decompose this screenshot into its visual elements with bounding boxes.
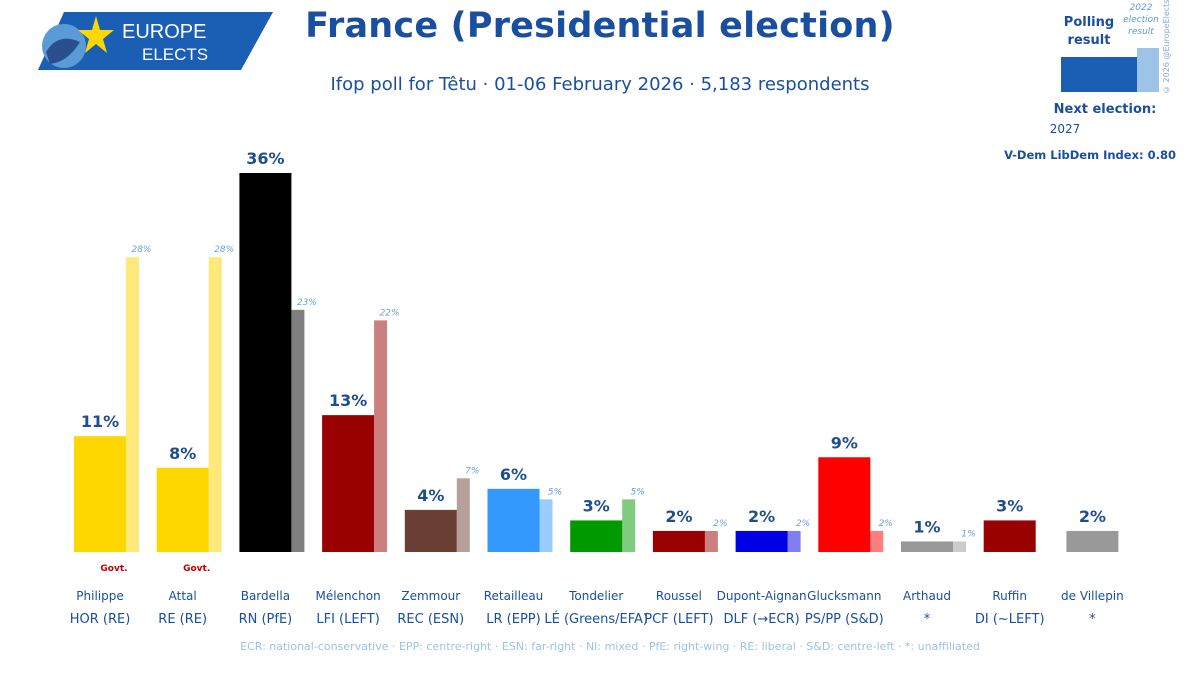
star-icon xyxy=(78,16,114,53)
prev-bar-roussel xyxy=(704,530,718,552)
prev-bar-bardella xyxy=(291,309,305,552)
prev-value-label-bardella: 23% xyxy=(297,298,317,308)
value-label-tondelier: 3% xyxy=(583,496,610,515)
candidate-party-bardella: RN (PfE) xyxy=(239,612,293,627)
value-label-attal: 8% xyxy=(169,444,196,463)
poll-bar-roussel xyxy=(652,530,705,552)
candidate-name-retailleau: Retailleau xyxy=(484,589,544,603)
value-label-dupont-aignan: 2% xyxy=(748,507,775,526)
candidate-name-dupont-aignan: Dupont-Aignan xyxy=(717,589,807,603)
candidate-name-arthaud: Arthaud xyxy=(903,589,951,603)
prev-bar-zemmour xyxy=(456,478,470,552)
legend-result-swatch xyxy=(1137,48,1159,92)
candidate-name-tondelier: Tondelier xyxy=(568,589,623,603)
poll-bar-glucksmann xyxy=(818,457,871,552)
candidate-party-tondelier: LÉ (Greens/EFA) xyxy=(544,611,648,627)
value-label-m-lenchon: 13% xyxy=(329,391,367,410)
candidate-name-philippe: Philippe xyxy=(76,589,123,603)
legend-result-line2: election xyxy=(1123,15,1159,25)
candidate-party-attal: RE (RE) xyxy=(158,612,207,627)
prev-value-label-glucksmann: 2% xyxy=(879,519,893,529)
poll-bar-philippe xyxy=(74,436,126,552)
candidate-party-de-villepin: * xyxy=(1089,612,1096,627)
page-title: France (Presidential election) xyxy=(305,6,895,46)
candidate-party-glucksmann: PS/PP (S&D) xyxy=(805,612,884,627)
legend-polling-line2: result xyxy=(1067,33,1111,48)
prev-value-label-tondelier: 5% xyxy=(631,487,645,497)
footer-note: ECR: national-conservative · EPP: centre… xyxy=(240,640,980,653)
candidate-party-philippe: HOR (RE) xyxy=(70,612,131,627)
poll-bar-ruffin xyxy=(983,520,1036,552)
prev-value-label-m-lenchon: 22% xyxy=(380,308,400,318)
candidate-name-ruffin: Ruffin xyxy=(992,589,1027,603)
next-election-label: Next election: xyxy=(1053,102,1157,117)
candidate-name-attal: Attal xyxy=(169,589,197,603)
poll-bar-bardella xyxy=(239,173,292,552)
value-label-de-villepin: 2% xyxy=(1079,507,1106,526)
value-label-philippe: 11% xyxy=(81,412,119,431)
value-label-arthaud: 1% xyxy=(913,517,940,536)
europe-elects-logo: EUROPE ELECTS xyxy=(38,12,273,70)
logo-text-europe: EUROPE xyxy=(122,21,206,43)
candidate-party-ruffin: DI (~LEFT) xyxy=(975,612,1045,627)
poll-bar-de-villepin xyxy=(1066,530,1119,552)
value-label-roussel: 2% xyxy=(665,507,692,526)
value-label-retailleau: 6% xyxy=(500,465,527,484)
value-label-ruffin: 3% xyxy=(996,496,1023,515)
legend-polling-swatch xyxy=(1061,57,1137,92)
poll-bar-retailleau xyxy=(487,488,540,552)
logo-text-elects: ELECTS xyxy=(142,45,208,64)
candidate-name-glucksmann: Glucksmann xyxy=(807,589,881,603)
value-label-bardella: 36% xyxy=(246,149,284,168)
poll-bar-attal xyxy=(156,467,209,552)
govt-label-attal: Govt. xyxy=(183,564,210,574)
candidate-party-zemmour: REC (ESN) xyxy=(397,612,464,627)
prev-value-label-retailleau: 5% xyxy=(548,487,562,497)
prev-bar-m-lenchon xyxy=(374,320,388,552)
prev-bar-arthaud xyxy=(953,541,966,552)
candidate-party-dupont-aignan: DLF (→ECR) xyxy=(723,612,799,627)
legend-result-line1: 2022 xyxy=(1129,3,1153,13)
prev-bar-tondelier xyxy=(622,499,636,552)
logo-globe-shade xyxy=(46,38,80,64)
legend-polling-label: Polling result xyxy=(1056,14,1122,50)
prev-bar-glucksmann xyxy=(870,530,884,552)
poll-bar-zemmour xyxy=(404,509,457,552)
poll-bar-m-lenchon xyxy=(322,415,375,552)
candidate-name-m-lenchon: Mélenchon xyxy=(315,589,380,603)
value-label-glucksmann: 9% xyxy=(831,433,858,452)
legend-polling-line1: Polling xyxy=(1063,15,1115,30)
poll-bar-arthaud xyxy=(901,541,953,552)
candidate-name-zemmour: Zemmour xyxy=(401,589,460,603)
candidate-party-retailleau: LR (EPP) xyxy=(486,612,540,627)
candidate-name-bardella: Bardella xyxy=(241,589,290,603)
prev-value-label-philippe: 28% xyxy=(131,245,151,255)
prev-bar-dupont-aignan xyxy=(787,530,801,552)
legend-result-label: 2022 election result xyxy=(1120,2,1162,38)
candidate-name-de-villepin: de Villepin xyxy=(1061,589,1124,603)
prev-bar-attal xyxy=(208,257,222,552)
prev-value-label-attal: 28% xyxy=(214,245,234,255)
next-election-year: 2027 xyxy=(1049,122,1081,136)
candidate-name-roussel: Roussel xyxy=(656,589,702,603)
candidate-party-arthaud: * xyxy=(924,612,931,627)
prev-value-label-zemmour: 7% xyxy=(465,466,479,476)
poll-bar-tondelier xyxy=(570,520,623,552)
prev-value-label-roussel: 2% xyxy=(713,519,727,529)
candidate-party-roussel: PCF (LEFT) xyxy=(644,612,713,627)
prev-value-label-arthaud: 1% xyxy=(961,529,975,539)
poll-bar-dupont-aignan xyxy=(735,530,788,552)
prev-value-label-dupont-aignan: 2% xyxy=(796,519,810,529)
prev-bar-philippe xyxy=(126,257,139,552)
prev-bar-retailleau xyxy=(539,499,553,552)
page-subtitle: Ifop poll for Têtu · 01-06 February 2026… xyxy=(330,74,870,95)
govt-label-philippe: Govt. xyxy=(100,564,127,574)
value-label-zemmour: 4% xyxy=(417,486,444,505)
candidate-party-m-lenchon: LFI (LEFT) xyxy=(316,612,379,627)
vdem-index: V-Dem LibDem Index: 0.80 xyxy=(1004,148,1176,162)
legend-result-line3: result xyxy=(1128,27,1154,37)
